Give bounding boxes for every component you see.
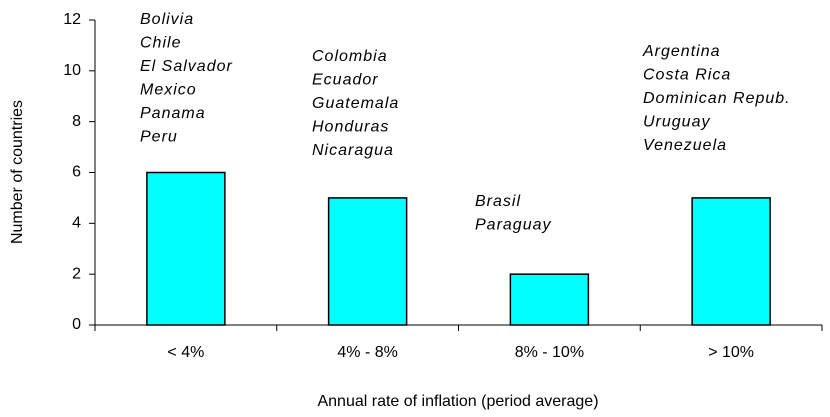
bar [146, 171, 226, 326]
annotation: Peru [140, 129, 178, 146]
annotation: Chile [140, 35, 181, 52]
bar [327, 197, 408, 326]
annotation: Bolivia [140, 11, 194, 28]
annotation: Colombia [312, 48, 388, 65]
annotation: Nicaragua [312, 142, 394, 159]
x-tick-label: 4% - 8% [337, 344, 397, 361]
annotation: Argentina [642, 43, 721, 60]
y-tick-label: 8 [72, 113, 81, 130]
annotation: Dominican Repub. [643, 90, 791, 107]
annotation: Panama [140, 105, 206, 122]
annotation: Ecuador [312, 72, 379, 89]
x-tick-label: > 10% [708, 344, 754, 361]
bar [509, 273, 590, 326]
y-tick-label: 0 [72, 316, 81, 333]
annotation: Brasil [475, 193, 521, 210]
x-tick-label: < 4% [167, 344, 204, 361]
y-tick-label: 12 [63, 11, 81, 28]
annotation: Honduras [312, 119, 389, 136]
annotation: El Salvador [140, 58, 233, 75]
y-tick-label: 2 [72, 265, 81, 282]
annotation: Uruguay [643, 114, 710, 131]
annotation: Venezuela [643, 137, 727, 154]
x-axis-label: Annual rate of inflation (period average… [317, 393, 598, 410]
annotation: Costa Rica [643, 67, 731, 84]
annotation: Guatemala [312, 95, 399, 112]
y-tick-label: 6 [72, 164, 81, 181]
annotation: Mexico [140, 82, 197, 99]
x-tick-label: 8% - 10% [515, 344, 584, 361]
y-tick-label: 4 [72, 215, 81, 232]
annotation: Paraguay [475, 217, 552, 234]
bar [691, 197, 771, 326]
y-tick-label: 10 [63, 62, 81, 79]
y-axis-label: Number of countries [9, 100, 26, 244]
